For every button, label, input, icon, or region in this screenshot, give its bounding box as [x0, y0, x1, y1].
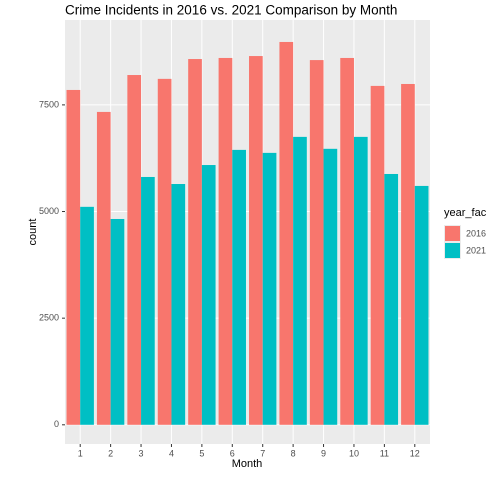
- bar: [309, 60, 324, 425]
- legend-label: 2021: [466, 245, 486, 255]
- x-tick-label: 2: [108, 448, 113, 458]
- x-tick-label: 9: [321, 448, 326, 458]
- legend-key: [445, 243, 460, 258]
- legend-title: year_fac: [444, 207, 487, 219]
- bar: [279, 41, 294, 425]
- y-axis-label: count: [27, 219, 39, 246]
- bar: [414, 185, 429, 425]
- bar: [293, 136, 307, 425]
- x-tick-label: 4: [169, 448, 174, 458]
- x-tick-label: 1: [78, 448, 83, 458]
- bar: [188, 59, 202, 425]
- x-axis-label: Month: [232, 458, 263, 470]
- bar: [96, 111, 111, 425]
- bar: [232, 149, 246, 425]
- legend-key: [445, 226, 460, 241]
- bar: [262, 152, 277, 425]
- bar: [218, 57, 233, 425]
- bar: [201, 165, 216, 425]
- bar: [157, 78, 172, 425]
- bar: [370, 85, 385, 425]
- chart-title: Crime Incidents in 2016 vs. 2021 Compari…: [65, 3, 397, 18]
- bar: [171, 184, 186, 425]
- bar: [384, 173, 399, 425]
- y-tick-label: 2500: [39, 313, 59, 323]
- legend-label: 2016: [466, 228, 486, 238]
- x-tick-label: 3: [139, 448, 144, 458]
- x-tick-label: 12: [410, 448, 420, 458]
- bar: [141, 176, 155, 425]
- x-tick-label: 8: [291, 448, 296, 458]
- panel: [65, 20, 430, 444]
- bar: [323, 148, 338, 425]
- x-tick-label: 10: [349, 448, 359, 458]
- bar: [127, 75, 142, 425]
- x-tick-label: 5: [199, 448, 204, 458]
- x-tick-label: 7: [260, 448, 265, 458]
- y-tick-label: 7500: [39, 99, 59, 109]
- bar: [249, 56, 263, 425]
- bar: [340, 57, 354, 425]
- y-tick-label: 5000: [39, 206, 59, 216]
- y-tick-label: 0: [54, 419, 59, 429]
- x-tick-label: 11: [380, 448, 389, 458]
- bar: [401, 83, 415, 425]
- bar: [353, 136, 368, 425]
- bar: [66, 89, 81, 425]
- x-tick-label: 6: [230, 448, 235, 458]
- bar: [110, 218, 125, 425]
- bar: [80, 206, 94, 425]
